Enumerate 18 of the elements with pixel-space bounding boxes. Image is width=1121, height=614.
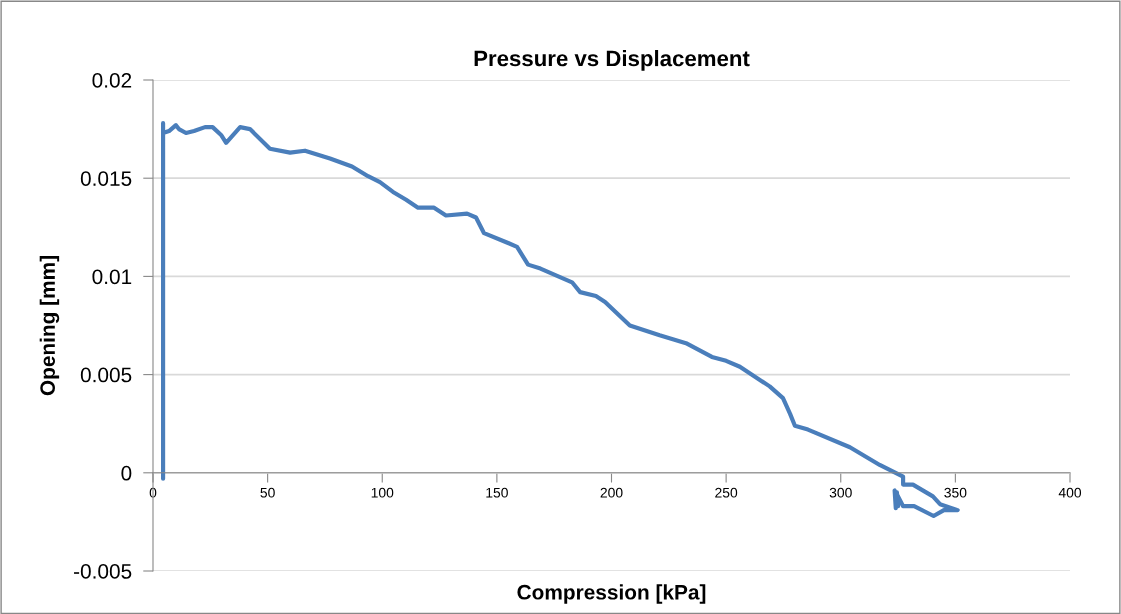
y-tick-label: 0.02 <box>92 73 132 88</box>
x-axis-title: Compression [kPa] <box>517 584 706 604</box>
x-tick-label: 50 <box>260 487 275 498</box>
x-tick-label: 0 <box>149 487 157 498</box>
y-tick-label: 0.015 <box>80 171 132 186</box>
x-tick-label: 200 <box>600 487 623 498</box>
y-tick-label: 0 <box>121 465 132 481</box>
x-tick-label: 300 <box>829 487 852 498</box>
y-tick-label: 0.005 <box>80 367 132 383</box>
x-tick-label: 250 <box>715 487 738 498</box>
x-tick-label: 400 <box>1058 487 1082 498</box>
x-tick-label: 100 <box>371 487 394 498</box>
y-tick-label: 0.01 <box>92 269 132 285</box>
y-axis-title: Opening [mm] <box>39 256 60 396</box>
x-tick-label: 350 <box>944 487 967 498</box>
y-tick-label: -0.005 <box>74 564 132 579</box>
x-tick-label: 150 <box>486 487 508 498</box>
chart-title: Pressure vs Displacement <box>474 50 750 71</box>
